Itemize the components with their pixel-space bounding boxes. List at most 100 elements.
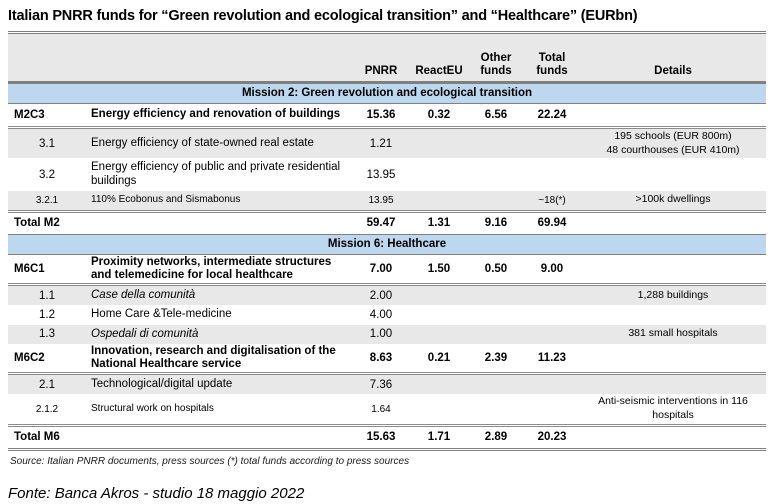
cell-total-funds: 9.00 [540, 262, 564, 275]
cell-details [580, 314, 766, 316]
cell-other-funds: 2.39 [484, 352, 508, 365]
cell-reacteu: 0.21 [427, 352, 451, 365]
row-code: 3.2 [39, 168, 55, 181]
table-row: 1.1 Case della comunità 2.00 1,288 building… [8, 286, 766, 306]
column-header-total-funds: Total funds [536, 51, 568, 77]
table-row: M2C3 Energy efficiency and renovation of … [8, 104, 766, 129]
cell-other-funds [468, 314, 524, 316]
table-row: 3.1 Energy efficiency of state-owned real… [8, 129, 766, 159]
row-description: Technological/digital update [91, 378, 233, 391]
row-code: M6C1 [14, 262, 45, 275]
row-code: 3.1 [39, 137, 55, 150]
row-code: 2.1.2 [35, 403, 59, 415]
cell-details: Anti-seismic interventions in 116 hospit… [598, 395, 748, 422]
cell-other-funds: 2.89 [484, 431, 508, 444]
cell-reacteu [410, 408, 468, 410]
row-code: 1.1 [39, 289, 55, 302]
row-description: Energy efficiency of public and private … [91, 161, 341, 187]
cell-pnrr: 2.00 [369, 289, 393, 302]
cell-details [580, 222, 766, 224]
cell-reacteu: 1.71 [427, 431, 451, 444]
footer-note: Fonte: Banca Akros - studio 18 maggio 20… [8, 484, 305, 502]
row-code: 1.2 [39, 308, 55, 321]
cell-details [580, 114, 766, 116]
column-header-pnrr: PNRR [364, 64, 398, 77]
page-title: Italian PNRR funds for “Green revolution… [8, 8, 638, 24]
table-row: 3.2.1 110% Ecobonus and Sismabonus 13.95 ~1… [8, 190, 766, 210]
cell-pnrr: 1.21 [369, 137, 393, 150]
cell-total-funds [524, 295, 580, 297]
row-description: Proximity networks, intermediate structu… [91, 255, 332, 281]
cell-details [580, 268, 766, 270]
row-description: Energy efficiency of state-owned real es… [91, 137, 314, 150]
cell-pnrr: 4.00 [369, 308, 393, 321]
cell-pnrr: 59.47 [366, 217, 396, 230]
cell-details [580, 357, 766, 359]
cell-total-funds: 69.94 [537, 217, 567, 230]
cell-details [580, 174, 766, 176]
cell-total-funds: 20.23 [537, 431, 567, 444]
column-header-details: Details [654, 64, 692, 77]
cell-total-funds [524, 143, 580, 145]
cell-pnrr: 7.36 [369, 378, 393, 391]
cell-details: >100k dwellings [635, 193, 711, 206]
cell-reacteu [410, 174, 468, 176]
row-code: M2C3 [14, 109, 45, 121]
row-code: Total M2 [14, 217, 60, 230]
row-description: Energy efficiency and renovation of buil… [91, 108, 341, 121]
cell-pnrr: 15.36 [366, 109, 396, 121]
cell-reacteu: 1.31 [427, 217, 451, 230]
cell-other-funds [468, 333, 524, 335]
row-description: Ospedali di comunità [91, 327, 199, 340]
row-code: 2.1 [39, 378, 55, 391]
cell-other-funds [468, 295, 524, 297]
table-row: Total M2 59.47 1.31 9.16 69.94 [8, 209, 766, 234]
header-description-spacer [86, 77, 352, 81]
row-description: Home Care &Tele-medicine [91, 308, 232, 321]
cell-pnrr: 8.63 [369, 352, 393, 365]
cell-total-funds [524, 174, 580, 176]
funds-table-rows: Mission 2: Green revolution and ecologic… [8, 83, 766, 448]
cell-details: 1,288 buildings [637, 288, 709, 301]
cell-reacteu [410, 295, 468, 297]
column-header-other-funds: Other funds [480, 51, 512, 77]
cell-pnrr: 13.95 [368, 194, 394, 206]
cell-other-funds: 9.16 [484, 217, 508, 230]
cell-other-funds: 0.50 [484, 262, 508, 275]
cell-pnrr: 7.00 [369, 262, 393, 275]
table-row: M6C1 Proximity networks, intermediate str… [8, 255, 766, 287]
mission-band: Mission 6: Healthcare [8, 233, 766, 255]
table-row: 1.2 Home Care &Tele-medicine 4.00 [8, 305, 766, 324]
row-description [86, 222, 352, 224]
cell-pnrr: 15.63 [366, 431, 396, 444]
cell-reacteu [410, 143, 468, 145]
row-description: Innovation, research and digitalisation … [91, 344, 336, 371]
column-header-reacteu: ReactEU [415, 64, 463, 77]
cell-total-funds [524, 408, 580, 410]
funds-table: PNRR ReactEU Other funds Total funds Det… [8, 31, 766, 451]
cell-pnrr: 1.00 [369, 328, 393, 341]
row-code: Total M6 [14, 431, 60, 444]
cell-reacteu [410, 199, 468, 201]
cell-other-funds: 6.56 [484, 109, 508, 121]
table-row: 2.1.2 Structural work on hospitals 1.64 Ant… [8, 394, 766, 423]
cell-total-funds: 11.23 [537, 352, 567, 365]
cell-other-funds [468, 174, 524, 176]
cell-total-funds [524, 333, 580, 335]
cell-reacteu: 1.50 [427, 262, 451, 275]
cell-details [580, 436, 766, 438]
table-row: M6C2 Innovation, research and digitalisat… [8, 344, 766, 376]
row-code: M6C2 [14, 352, 45, 365]
cell-total-funds: ~18(*) [538, 194, 566, 206]
cell-total-funds [524, 314, 580, 316]
row-code: 1.3 [39, 328, 55, 341]
cell-reacteu [410, 314, 468, 316]
table-row: 2.1 Technological/digital update 7.36 [8, 375, 766, 395]
source-note: Source: Italian PNRR documents, press so… [10, 455, 410, 467]
header-code-spacer [8, 77, 86, 81]
row-description: Case della comunità [91, 289, 196, 302]
cell-total-funds [524, 384, 580, 386]
table-row: 3.2 Energy efficiency of public and priva… [8, 158, 766, 190]
cell-pnrr: 1.64 [371, 403, 391, 415]
row-description: Structural work on hospitals [91, 403, 214, 415]
